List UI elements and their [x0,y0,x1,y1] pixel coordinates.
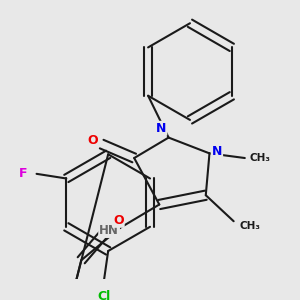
Text: F: F [19,167,28,180]
Text: N: N [156,122,166,135]
Text: Cl: Cl [97,290,110,300]
Text: O: O [113,214,124,227]
Text: O: O [87,134,98,147]
Text: HN: HN [99,224,119,237]
Text: CH₃: CH₃ [249,153,270,163]
Text: CH₃: CH₃ [240,221,261,231]
Text: N: N [212,145,222,158]
